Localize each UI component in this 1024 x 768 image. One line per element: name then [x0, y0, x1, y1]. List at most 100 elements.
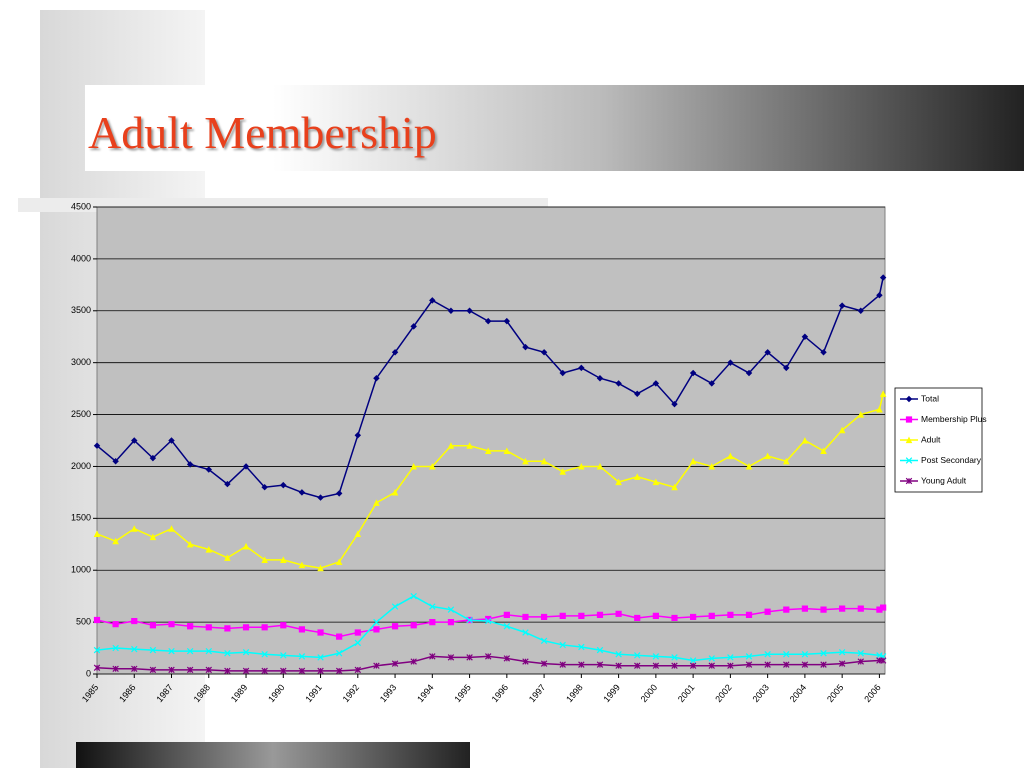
marker	[905, 477, 913, 485]
marker	[615, 478, 622, 486]
marker	[820, 606, 827, 613]
marker	[671, 654, 678, 661]
marker	[596, 661, 604, 668]
marker	[317, 564, 324, 572]
legend-label: Adult	[921, 434, 941, 444]
marker	[186, 540, 194, 548]
marker	[280, 622, 287, 629]
marker	[857, 411, 865, 418]
marker	[149, 533, 157, 541]
marker	[689, 369, 697, 377]
marker	[689, 657, 697, 664]
marker	[838, 660, 846, 667]
marker	[905, 436, 913, 444]
marker	[880, 604, 887, 611]
marker	[224, 480, 231, 488]
marker	[764, 651, 771, 658]
marker	[596, 646, 604, 654]
marker	[764, 661, 771, 668]
marker	[578, 462, 585, 470]
marker	[484, 447, 492, 454]
marker	[354, 666, 362, 674]
marker	[838, 426, 846, 434]
marker	[242, 624, 250, 631]
marker	[429, 653, 436, 660]
marker	[466, 307, 473, 315]
marker	[876, 652, 883, 659]
marker	[503, 447, 511, 454]
marker	[727, 654, 734, 661]
marker	[801, 437, 809, 444]
legend-label: Membership Plus	[921, 414, 987, 424]
marker	[224, 650, 231, 657]
y-tick-label: 0	[86, 668, 91, 678]
marker	[224, 554, 231, 561]
series-line	[96, 595, 884, 662]
marker	[559, 468, 567, 475]
marker	[298, 653, 306, 660]
x-tick-label: 1988	[192, 682, 213, 704]
marker	[745, 611, 753, 618]
marker	[540, 349, 548, 356]
marker	[93, 616, 101, 624]
marker	[503, 317, 511, 325]
marker	[540, 637, 548, 645]
marker	[522, 658, 529, 665]
marker	[335, 650, 343, 657]
marker	[690, 613, 697, 621]
marker	[112, 665, 119, 673]
marker	[559, 369, 566, 377]
x-tick-label: 1999	[601, 682, 622, 704]
marker	[261, 624, 268, 631]
marker	[652, 612, 659, 619]
marker	[540, 457, 548, 465]
marker	[522, 613, 529, 621]
marker	[205, 647, 212, 655]
x-tick-label: 2001	[676, 682, 697, 704]
marker	[671, 662, 678, 669]
marker	[168, 525, 175, 532]
marker	[391, 623, 399, 630]
marker	[186, 666, 194, 674]
marker	[764, 608, 771, 615]
marker	[93, 664, 101, 671]
marker	[708, 655, 715, 662]
marker	[671, 483, 678, 491]
marker	[876, 291, 883, 299]
marker	[634, 390, 641, 398]
marker	[280, 652, 287, 659]
marker	[298, 489, 306, 496]
marker	[783, 661, 790, 668]
marker	[391, 349, 399, 356]
marker	[522, 343, 529, 351]
marker	[578, 643, 585, 651]
marker	[782, 457, 790, 465]
marker	[857, 658, 865, 665]
x-tick-label: 1998	[564, 682, 585, 704]
marker	[317, 629, 324, 636]
marker	[879, 390, 887, 397]
marker	[280, 667, 287, 675]
marker	[727, 662, 734, 669]
marker	[373, 662, 380, 669]
y-tick-label: 1500	[71, 513, 91, 523]
marker	[224, 625, 231, 632]
plot-area	[96, 206, 886, 675]
marker	[484, 653, 492, 660]
marker	[335, 490, 343, 497]
marker	[652, 478, 660, 486]
marker	[280, 556, 287, 563]
marker	[727, 452, 734, 460]
marker	[93, 646, 101, 654]
marker	[689, 457, 697, 465]
marker	[429, 619, 436, 626]
marker	[131, 645, 138, 653]
marker	[484, 317, 492, 325]
marker	[373, 375, 380, 382]
marker	[149, 454, 157, 462]
marker	[503, 655, 511, 662]
marker	[112, 621, 119, 628]
marker	[615, 662, 622, 669]
marker	[242, 463, 250, 470]
marker	[149, 646, 157, 654]
